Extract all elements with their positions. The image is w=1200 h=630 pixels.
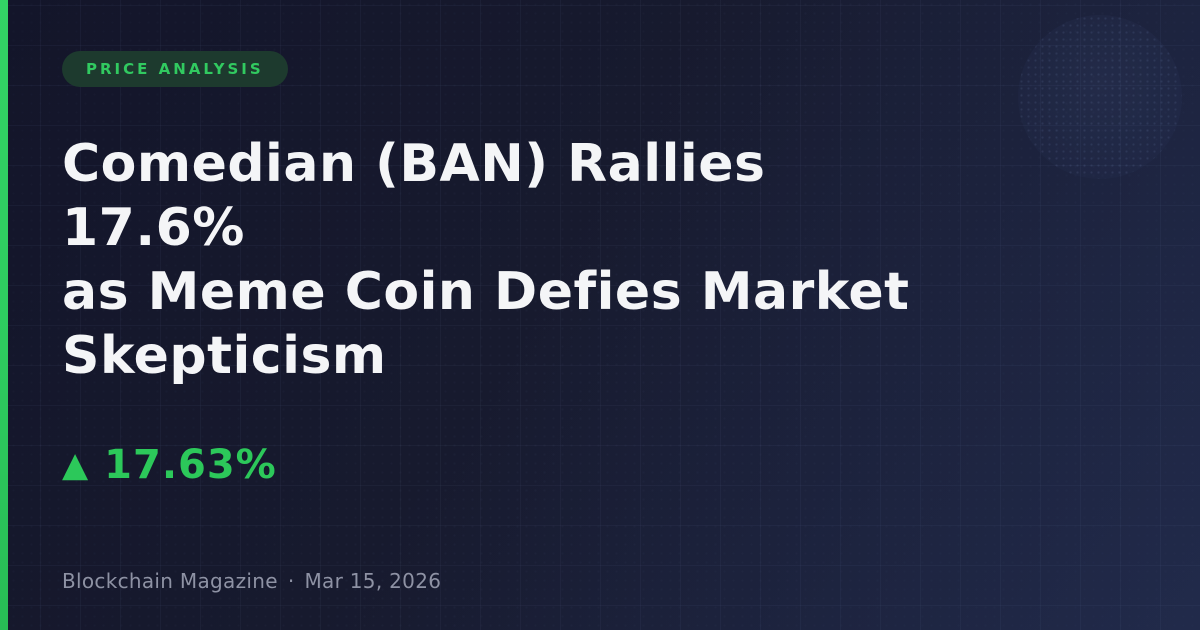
price-change-value: 17.63% [104, 442, 277, 488]
up-triangle-icon: ▲ [62, 445, 89, 485]
title-line-2: as Meme Coin Defies Market [62, 262, 910, 322]
price-change-indicator: ▲ 17.63% [62, 445, 1140, 485]
category-badge-label: PRICE ANALYSIS [86, 60, 264, 78]
byline: Blockchain Magazine · Mar 15, 2026 [62, 569, 441, 593]
title-line-3: Skepticism [62, 326, 387, 386]
decorative-circle [1018, 15, 1182, 179]
publication-name: Blockchain Magazine [62, 569, 278, 593]
publication-date: Mar 15, 2026 [304, 569, 442, 593]
left-accent-bar [0, 0, 8, 630]
category-badge: PRICE ANALYSIS [62, 51, 288, 87]
byline-separator: · [287, 569, 295, 593]
article-title: Comedian (BAN) Rallies 17.6% as Meme Coi… [62, 132, 962, 388]
title-line-1: Comedian (BAN) Rallies 17.6% [62, 134, 766, 258]
